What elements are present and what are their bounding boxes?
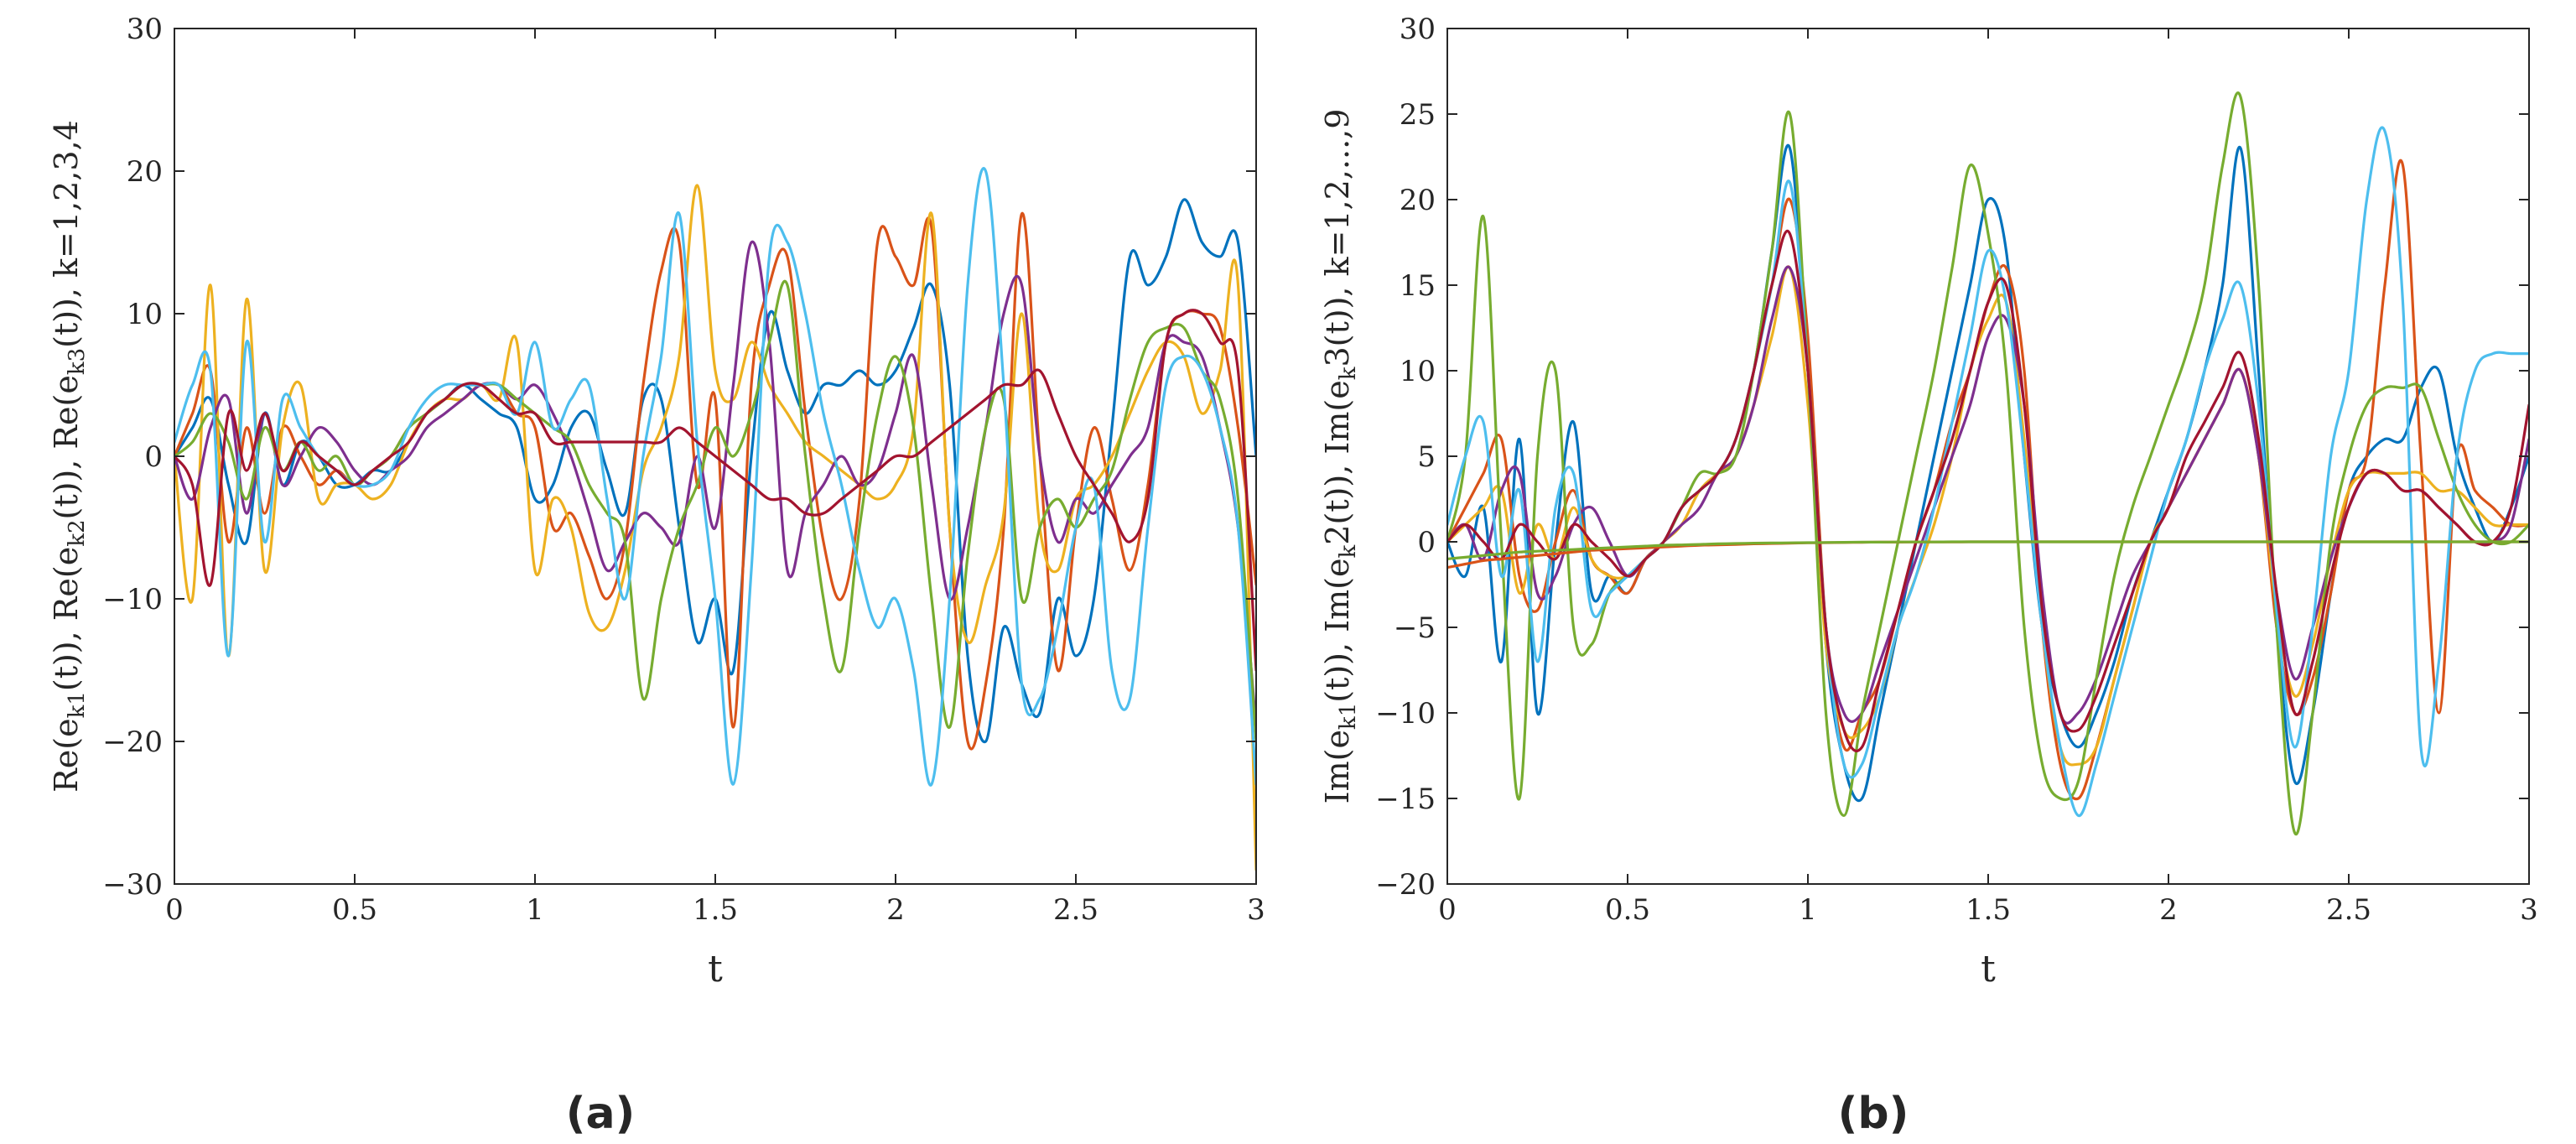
y-axis-label-b: Im(ek1(t)), Im(ek2(t)), Im(ek3(t)), k=1,… (1319, 109, 1361, 804)
y-axis-label-part-b-1: k1 (1336, 703, 1361, 730)
series-line-a-7 (174, 309, 1256, 672)
series-line-b-9 (1447, 540, 2529, 560)
y-axis-label-part-b-6: 3(t)), k=1,2,...,9 (1319, 109, 1356, 367)
x-tick-label-b-1: 0.5 (1605, 893, 1650, 927)
y-axis-label-part-b-4: 2(t)), Im(e (1319, 380, 1356, 544)
x-tick-label-b-4: 2 (2159, 893, 2178, 927)
series-group-a (174, 167, 1256, 871)
y-axis-label-a: Re(ek1(t)), Re(ek2(t)), Re(ek3(t)), k=1,… (48, 120, 90, 793)
x-tick-label-b-6: 3 (2520, 893, 2538, 927)
y-axis-label-part-a-0: Re(e (48, 718, 85, 792)
y-axis-label-part-a-4: (t)), Re(e (48, 375, 85, 519)
y-tick-label-a-0: −30 (102, 868, 163, 902)
ticks-group-a: 0 0.5 1 1.5 2 2.5 3 −30 −20 −10 0 10 20 30 (102, 13, 1265, 927)
ticks-group-b: 0 0.5 1 1.5 2 2.5 3 −20 −15 −10 −5 0 5 10 15 20 25 30 (1375, 13, 2538, 927)
series-line-a-3 (174, 184, 1256, 871)
x-tick-label-b-3: 1.5 (1966, 893, 2011, 927)
panel-label-b: (b) (1838, 1089, 1909, 1139)
series-group-b (1447, 91, 2529, 836)
y-axis-label-part-b-5: k (1336, 367, 1361, 380)
y-tick-label-b-5: 5 (1417, 440, 1436, 474)
x-axis-label-b: t (1981, 948, 1996, 991)
y-axis-label-part-a-2: (t)), Re(e (48, 547, 85, 691)
x-tick-label-a-5: 2.5 (1053, 893, 1098, 927)
y-tick-label-a-2: −10 (102, 583, 163, 616)
y-tick-label-b-10: 30 (1400, 13, 1436, 46)
x-tick-label-a-6: 3 (1247, 893, 1265, 927)
x-tick-label-b-0: 0 (1438, 893, 1457, 927)
y-axis-label-part-a-1: k1 (65, 691, 90, 718)
y-tick-label-b-2: −10 (1375, 697, 1436, 731)
series-line-b-6 (1447, 126, 2529, 817)
series-line-b-5 (1447, 91, 2529, 836)
y-tick-label-b-4: 0 (1417, 526, 1436, 559)
y-tick-label-a-3: 0 (144, 440, 163, 474)
y-tick-label-a-1: −20 (102, 725, 163, 759)
y-axis-label-part-b-2: (t)), Im(e (1319, 559, 1356, 703)
y-axis-label-part-b-0: Im(e (1319, 730, 1356, 803)
y-tick-label-b-3: −5 (1394, 611, 1436, 645)
y-tick-label-a-4: 10 (127, 298, 163, 331)
y-axis-label-part-a-3: k2 (65, 520, 90, 547)
y-tick-label-b-7: 15 (1400, 269, 1436, 303)
y-tick-label-b-6: 10 (1400, 355, 1436, 388)
y-tick-label-a-5: 20 (127, 155, 163, 189)
panel-label-a: (a) (566, 1089, 636, 1139)
series-line-a-4 (174, 240, 1256, 729)
x-tick-label-a-0: 0 (165, 893, 184, 927)
y-tick-label-b-1: −15 (1375, 783, 1436, 816)
y-axis-label-part-a-6: (t)), k=1,2,3,4 (48, 120, 85, 348)
x-tick-label-a-4: 2 (886, 893, 905, 927)
x-tick-label-a-2: 1 (526, 893, 544, 927)
y-tick-label-b-9: 25 (1400, 98, 1436, 132)
y-axis-label-part-b-3: k (1336, 545, 1361, 559)
y-tick-label-b-0: −20 (1375, 868, 1436, 902)
y-tick-label-b-8: 20 (1400, 184, 1436, 217)
y-tick-label-a-6: 30 (127, 13, 163, 46)
x-tick-label-b-2: 1 (1799, 893, 1817, 927)
series-line-b-7 (1447, 230, 2529, 752)
x-tick-label-b-5: 2.5 (2326, 893, 2371, 927)
x-tick-label-a-1: 0.5 (332, 893, 377, 927)
x-axis-label-a: t (708, 948, 723, 991)
y-axis-label-part-a-5: k3 (65, 348, 90, 375)
chart-panel-b: 0 0.5 1 1.5 2 2.5 3 −20 −15 −10 −5 0 5 10 15 20 25 30 t I… (1319, 13, 2538, 1139)
x-tick-label-a-3: 1.5 (693, 893, 738, 927)
